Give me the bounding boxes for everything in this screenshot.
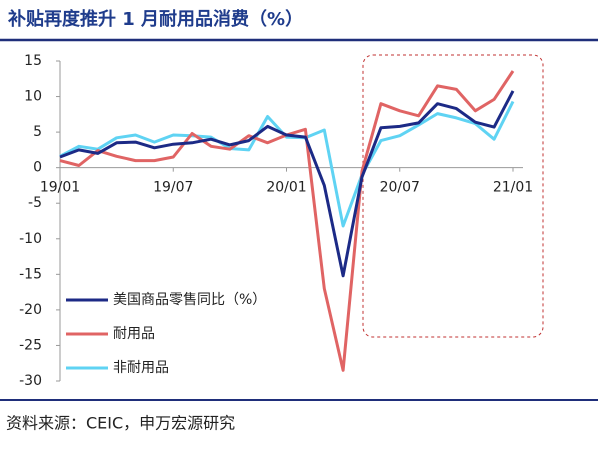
legend-label: 耐用品 [113,326,155,342]
x-tick-label: 19/07 [153,180,193,196]
chart-title: 补贴再度推升 1 月耐用品消费（%） [7,8,303,30]
x-tick-label: 19/01 [40,180,80,196]
y-tick-label: 5 [33,124,42,140]
y-tick-label: 10 [24,89,42,105]
y-tick-label: 0 [33,160,42,176]
series-line [59,90,515,278]
x-tick-label: 20/07 [380,180,420,196]
y-tick-label: -15 [19,266,42,282]
x-tick-label: 20/01 [266,180,306,196]
highlight-box [362,54,544,338]
y-tick-label: -25 [19,337,42,353]
y-tick-label: -20 [19,302,42,318]
source: 资料来源：CEIC，申万宏源研究 [6,414,235,433]
y-tick-label: -10 [19,231,42,247]
legend-label: 美国商品零售同比（%） [113,292,266,308]
y-tick-label: -5 [28,195,42,211]
y-tick-label: -30 [19,373,42,389]
series-line [59,100,515,228]
y-tick-label: 15 [24,53,42,69]
legend-label: 非耐用品 [113,360,169,376]
x-tick-label: 21/01 [493,180,533,196]
